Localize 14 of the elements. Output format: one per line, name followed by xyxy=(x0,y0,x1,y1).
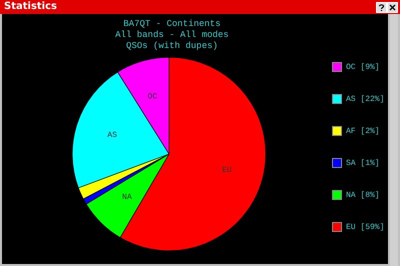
category-label: NA [8%] xyxy=(346,191,380,200)
legend-label: AF [2%] xyxy=(345,126,380,136)
legend-label: SA [1%] xyxy=(345,158,380,168)
text: Statistics xyxy=(4,1,57,12)
category-label: EU [59%] xyxy=(346,223,384,232)
text: QSOs (with dupes) xyxy=(125,41,219,51)
slice-label: EU xyxy=(222,166,232,175)
category-label: OC [9%] xyxy=(346,63,380,72)
slice-label: OC xyxy=(148,92,158,102)
slice-label: NA xyxy=(122,192,132,202)
chart-subtitle: All bands - All modes xyxy=(114,30,230,40)
slice-label: AS xyxy=(107,130,118,140)
category-label: AS [22%] xyxy=(346,95,384,104)
chart-title: BA7QT - Continents xyxy=(122,19,222,29)
